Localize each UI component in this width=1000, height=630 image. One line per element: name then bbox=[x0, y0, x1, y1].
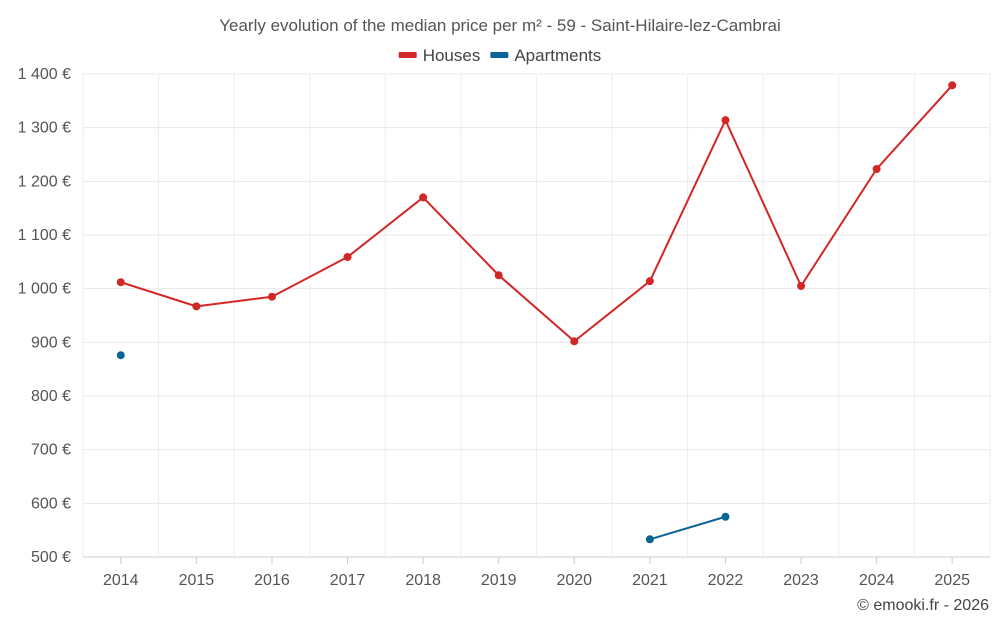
series-line bbox=[649, 515, 726, 541]
chart-axes: 500 € 600 € 700 € 800 € 900 € 1 000 € 1 100 € 1… bbox=[18, 66, 970, 589]
legend-label: Houses bbox=[423, 46, 481, 65]
data-point[interactable]: Houses 2017: 1059 bbox=[343, 253, 352, 262]
x-tick-label: 2014 bbox=[103, 572, 139, 589]
x-tick-label: 2018 bbox=[405, 572, 441, 589]
x-tick-label: 2015 bbox=[179, 572, 215, 589]
data-point[interactable]: Houses 2019: 1025 bbox=[494, 271, 503, 280]
series-apartments: Apartments 2014: 876 Apartments 2021: 533… bbox=[116, 351, 730, 544]
x-tick-label: 2024 bbox=[859, 572, 895, 589]
data-point[interactable]: Houses 2025: 1379 bbox=[948, 81, 957, 90]
y-tick-label: 500 € bbox=[31, 549, 71, 566]
y-tick-label: 700 € bbox=[31, 442, 71, 459]
series-houses: Houses 2014: 1012 Houses 2015: 967 Houses … bbox=[116, 81, 957, 346]
legend-item-apartments[interactable]: Apartments bbox=[490, 46, 601, 65]
x-tick-label: 2017 bbox=[330, 572, 366, 589]
x-tick-label: 2025 bbox=[934, 572, 970, 589]
y-tick-label: 800 € bbox=[31, 388, 71, 405]
y-tick-label: 1 200 € bbox=[18, 173, 71, 190]
legend-item-houses[interactable]: Houses bbox=[398, 46, 481, 65]
x-tick-label: 2020 bbox=[556, 572, 592, 589]
legend-swatch bbox=[398, 52, 417, 58]
series-line bbox=[120, 84, 953, 343]
y-tick-label: 1 400 € bbox=[18, 66, 71, 83]
x-tick-label: 2023 bbox=[783, 572, 819, 589]
y-tick-label: 1 000 € bbox=[18, 281, 71, 298]
x-tick-label: 2016 bbox=[254, 572, 290, 589]
x-tick-label: 2022 bbox=[708, 572, 744, 589]
y-tick-label: 1 100 € bbox=[18, 227, 71, 244]
x-tick-label: 2021 bbox=[632, 572, 668, 589]
data-point[interactable]: Houses 2024: 1223 bbox=[872, 164, 881, 173]
x-tick-label: 2019 bbox=[481, 572, 517, 589]
chart-grid bbox=[82, 73, 991, 558]
y-tick-label: 600 € bbox=[31, 495, 71, 512]
data-point[interactable]: Houses 2014: 1012 bbox=[116, 278, 125, 287]
data-point[interactable]: Apartments 2014: 876 bbox=[116, 351, 125, 360]
data-point[interactable]: Houses 2016: 985 bbox=[267, 292, 276, 301]
legend-label: Apartments bbox=[514, 46, 601, 65]
chart-legend: Houses Apartments bbox=[398, 46, 601, 65]
y-tick-label: 900 € bbox=[31, 334, 71, 351]
chart-title: Yearly evolution of the median price per… bbox=[219, 16, 781, 35]
chart-credit: © emooki.fr - 2026 bbox=[857, 597, 989, 614]
data-point[interactable]: Houses 2015: 967 bbox=[192, 302, 201, 311]
data-point[interactable]: Houses 2020: 902 bbox=[570, 337, 579, 346]
data-point[interactable]: Apartments 2022: 575 bbox=[721, 512, 730, 521]
legend-swatch bbox=[490, 52, 509, 58]
data-point[interactable]: Houses 2023: 1005 bbox=[797, 281, 806, 290]
data-point[interactable]: Houses 2018: 1170 bbox=[419, 193, 428, 202]
y-tick-label: 1 300 € bbox=[18, 120, 71, 137]
data-point[interactable]: Apartments 2021: 533 bbox=[645, 535, 654, 544]
data-point[interactable]: Houses 2021: 1014 bbox=[645, 277, 654, 286]
chart-series: Houses 2014: 1012 Houses 2015: 967 Houses … bbox=[116, 81, 957, 544]
data-point[interactable]: Houses 2022: 1314 bbox=[721, 116, 730, 125]
